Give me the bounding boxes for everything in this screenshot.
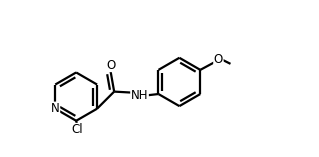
Text: N: N — [51, 102, 60, 115]
Text: NH: NH — [131, 89, 148, 102]
Text: O: O — [106, 59, 115, 72]
Text: O: O — [214, 52, 223, 65]
Text: Cl: Cl — [71, 123, 83, 136]
